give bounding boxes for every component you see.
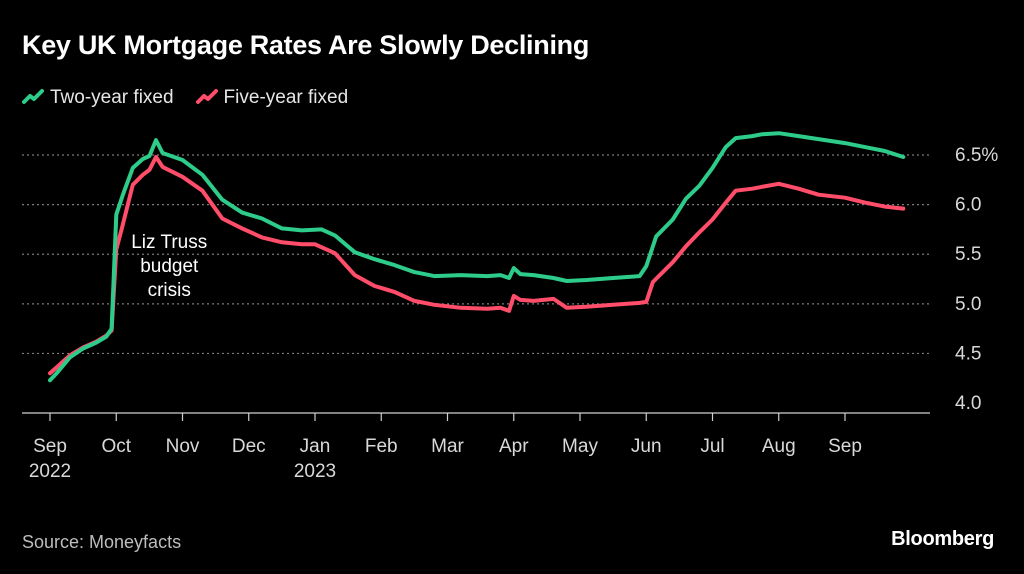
bloomberg-logo: Bloomberg xyxy=(891,528,994,550)
legend: Two-year fixed Five-year fixed xyxy=(22,87,348,109)
legend-label-two-year: Two-year fixed xyxy=(50,87,174,108)
y-tick-label: 5.0 xyxy=(955,294,981,315)
y-tick-label: 6.5% xyxy=(955,145,998,166)
y-tick-label: 4.0 xyxy=(955,393,981,414)
legend-item-two-year: Two-year fixed xyxy=(22,87,174,109)
x-tick-label: Feb xyxy=(365,436,398,457)
x-tick-sublabel: 2022 xyxy=(29,461,71,482)
series-line-two-year-fixed xyxy=(48,131,906,383)
x-tick-label: Jul xyxy=(700,436,724,457)
y-tick-label: 6.0 xyxy=(955,195,981,216)
x-tick-label: Dec xyxy=(232,436,266,457)
x-tick-label: Sep xyxy=(828,436,862,457)
annotation-text: crisis xyxy=(148,280,191,301)
x-tick-label: Sep xyxy=(33,436,67,457)
legend-label-five-year: Five-year fixed xyxy=(223,87,349,108)
legend-item-five-year: Five-year fixed xyxy=(195,87,349,109)
annotation-text: Liz Truss xyxy=(131,232,207,253)
x-tick-label: Jun xyxy=(631,436,662,457)
y-tick-label: 4.5 xyxy=(955,343,981,364)
x-tick-label: Jan xyxy=(300,436,331,457)
x-tick-label: May xyxy=(562,436,598,457)
series-line-five-year-fixed xyxy=(48,155,906,376)
x-tick-label: Mar xyxy=(431,436,464,457)
x-tick-label: Apr xyxy=(499,436,529,457)
check-mark-icon xyxy=(22,88,44,108)
check-mark-icon xyxy=(195,88,218,108)
y-tick-label: 5.5 xyxy=(955,244,981,265)
source-note: Source: Moneyfacts xyxy=(22,532,182,552)
x-tick-label: Nov xyxy=(166,436,200,457)
x-tick-sublabel: 2023 xyxy=(294,461,336,482)
x-tick-label: Aug xyxy=(762,436,796,457)
x-tick-label: Oct xyxy=(101,436,131,457)
chart-title: Key UK Mortgage Rates Are Slowly Declini… xyxy=(22,30,590,60)
annotation-text: budget xyxy=(140,256,199,277)
